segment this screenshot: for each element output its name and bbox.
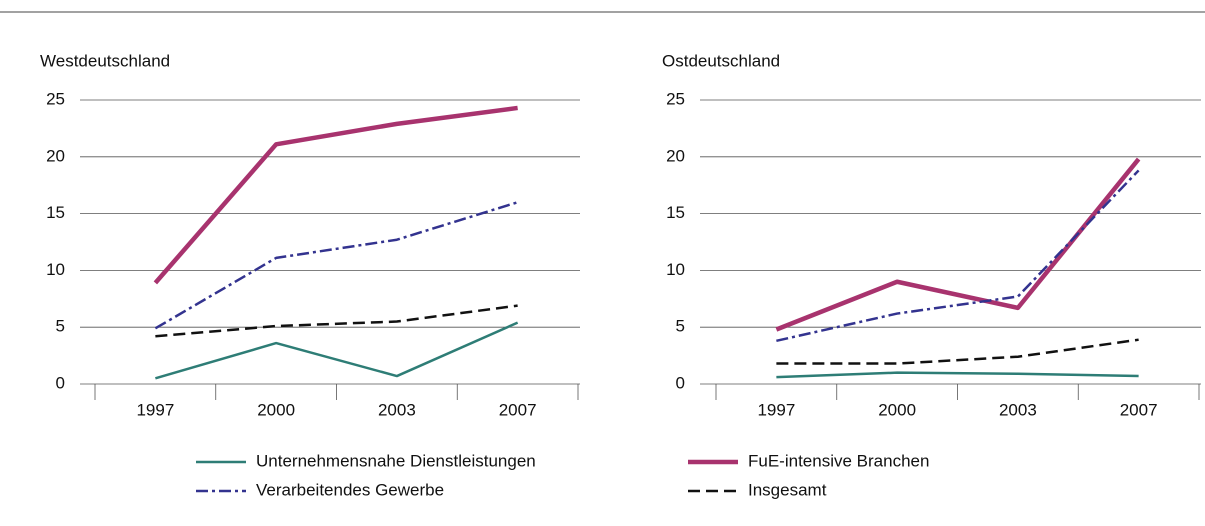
series-line <box>155 321 519 380</box>
y-tick-label: 0 <box>56 373 65 392</box>
series-line <box>776 338 1139 365</box>
x-tick-label: 2007 <box>499 400 537 419</box>
y-tick-label: 0 <box>676 373 685 392</box>
legend-label: Unternehmensnahe Dienstleistungen <box>256 451 536 470</box>
y-tick-label: 20 <box>46 146 65 165</box>
y-tick-label: 5 <box>56 317 65 336</box>
y-tick-label: 25 <box>46 89 65 108</box>
y-tick-label: 10 <box>666 260 685 279</box>
y-tick-label: 10 <box>46 260 65 279</box>
x-tick-label: 2007 <box>1120 400 1158 419</box>
x-tick-label: 2000 <box>257 400 295 419</box>
x-tick-label: 1997 <box>136 400 174 419</box>
y-tick-label: 15 <box>666 203 685 222</box>
x-tick-label: 2000 <box>878 400 916 419</box>
y-tick-label: 20 <box>666 146 685 165</box>
series-line <box>153 105 518 285</box>
series-line <box>154 201 518 330</box>
y-tick-label: 15 <box>46 203 65 222</box>
chart-title: Westdeutschland <box>40 51 170 70</box>
x-tick-label: 2003 <box>378 400 416 419</box>
x-tick-label: 1997 <box>757 400 795 419</box>
chart-title: Ostdeutschland <box>662 51 780 70</box>
x-tick-label: 2003 <box>999 400 1037 419</box>
series-line <box>155 304 518 338</box>
y-tick-label: 5 <box>676 317 685 336</box>
series-line <box>776 371 1139 379</box>
legend-label: Verarbeitendes Gewerbe <box>256 480 444 499</box>
y-tick-label: 25 <box>666 89 685 108</box>
legend-label: FuE-intensive Branchen <box>748 451 929 470</box>
legend-label: Insgesamt <box>748 480 827 499</box>
series-line <box>776 169 1140 343</box>
